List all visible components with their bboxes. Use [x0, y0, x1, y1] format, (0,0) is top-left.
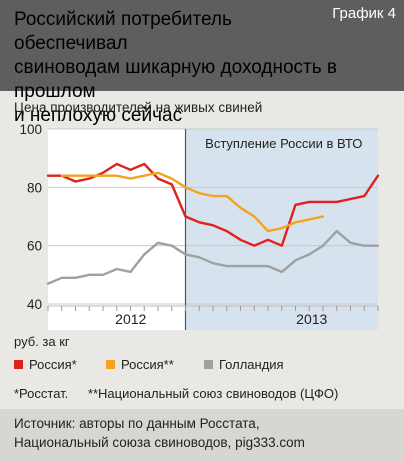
series-line-russia-union: [60, 171, 325, 233]
source-box: [0, 409, 404, 462]
header-banner: [0, 0, 404, 91]
legend: Россия* Россия** Голландия: [14, 357, 394, 377]
legend-label-netherlands: Голландия: [219, 357, 284, 372]
legend-swatch-russia-union: [106, 360, 115, 369]
footnote-rosstat: *Росстат.: [14, 386, 69, 401]
wto-annotation: Вступление России в ВТО: [205, 136, 362, 151]
figure-tag: График 4: [332, 5, 396, 22]
y-tick-label-40: 40: [27, 297, 42, 312]
series-line-russia-rosstat: [46, 162, 380, 247]
legend-swatch-netherlands: [204, 360, 213, 369]
x-tick-label-2012: 2012: [115, 311, 146, 327]
y-tick-label-60: 60: [27, 239, 42, 254]
y-tick-label-100: 100: [19, 122, 42, 137]
x-tick-label-2013: 2013: [296, 311, 327, 327]
wto-shaded-region: [185, 129, 378, 330]
units-label: руб. за кг: [14, 334, 70, 349]
legend-label-russia-rosstat: Россия*: [29, 357, 77, 372]
legend-item-russia-union: Россия**: [106, 357, 174, 372]
y-tick-label-80: 80: [27, 180, 42, 195]
legend-item-russia-rosstat: Россия*: [14, 357, 77, 372]
legend-item-netherlands: Голландия: [204, 357, 284, 372]
source-text: Источник: авторы по данным Росстата, Нац…: [14, 416, 305, 450]
legend-swatch-russia-rosstat: [14, 360, 23, 369]
footnotes: *Росстат. **Национальный союз свиноводов…: [14, 386, 354, 401]
series-line-netherlands: [46, 229, 380, 285]
footnote-union: **Национальный союз свиноводов (ЦФО): [87, 386, 339, 401]
chart-title: Российский потребитель обеспечивал свино…: [14, 9, 338, 126]
legend-label-russia-union: Россия**: [121, 357, 174, 372]
chart-subtitle: Цена производителей на живых свиней: [14, 100, 263, 115]
